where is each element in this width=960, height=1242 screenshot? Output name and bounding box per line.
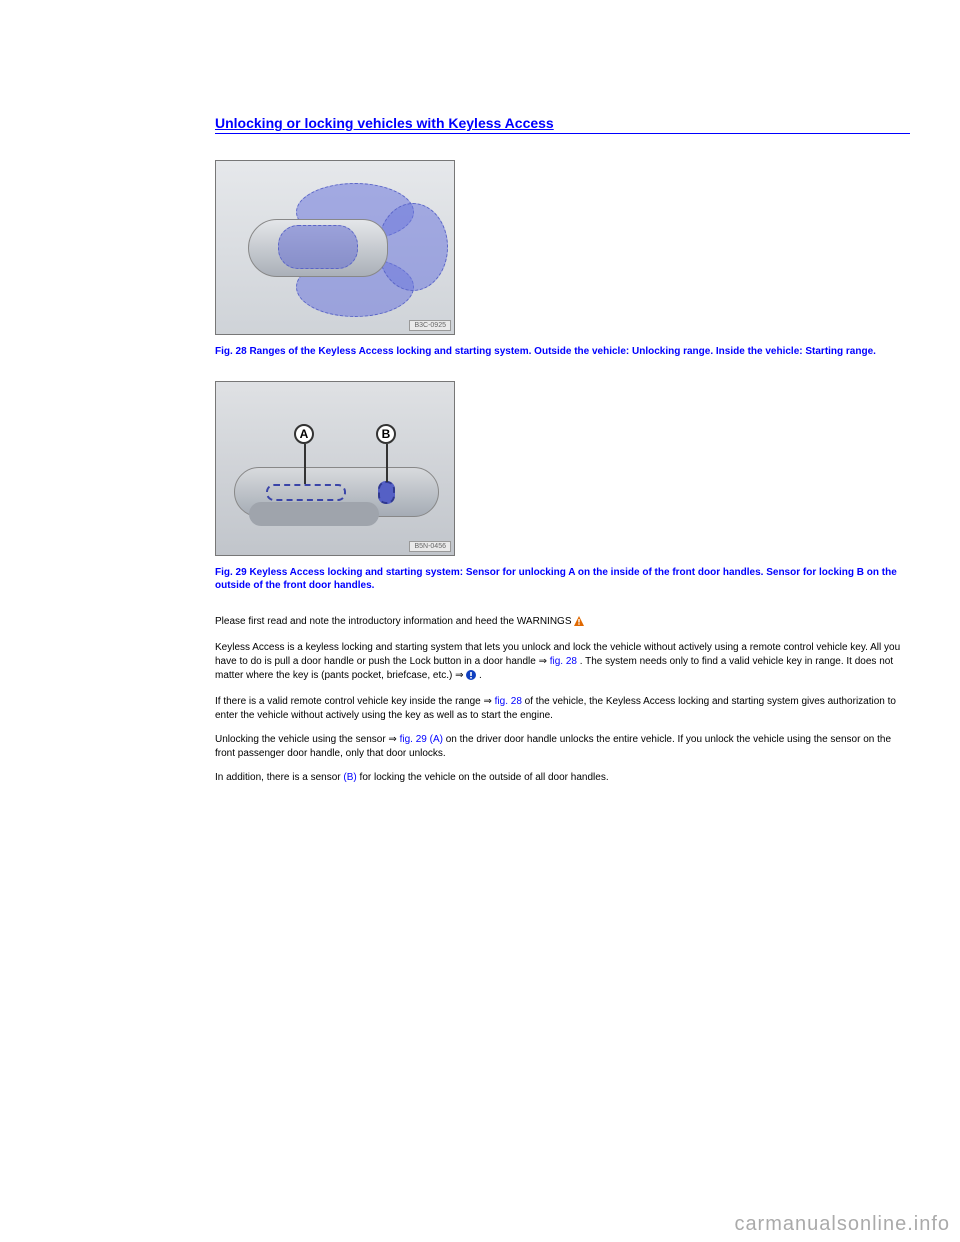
- intro-paragraph: Please first read and note the introduct…: [215, 615, 910, 631]
- manual-page: Unlocking or locking vehicles with Keyle…: [0, 0, 960, 835]
- locking-sensor-paragraph: In addition, there is a sensor (B) for l…: [215, 771, 910, 785]
- figure-28-code: B3C-0925: [409, 320, 451, 331]
- heading-rule: [215, 133, 910, 134]
- intro-text: Please first read and note the introduct…: [215, 616, 574, 627]
- figure-28-caption: Fig. 28 Ranges of the Keyless Access loc…: [215, 345, 910, 359]
- p2-text-c: .: [479, 670, 482, 681]
- p4-text-a: Unlocking the vehicle using the sensor ⇒: [215, 734, 400, 745]
- source-watermark: carmanualsonline.info: [734, 1213, 950, 1236]
- keyless-description-paragraph: Keyless Access is a keyless locking and …: [215, 641, 910, 685]
- figure-28-image: B3C-0925: [215, 160, 455, 335]
- fig-28-ref-1[interactable]: fig. 28: [550, 656, 577, 667]
- figure-29-code: B5N-0456: [409, 541, 451, 552]
- section-heading-link[interactable]: Unlocking or locking vehicles with Keyle…: [215, 115, 910, 131]
- fig-29-ref-b[interactable]: (B): [343, 772, 356, 783]
- fig-28-ref-2[interactable]: fig. 28: [495, 696, 522, 707]
- figure-29-label-a: A: [294, 424, 314, 444]
- unlocking-sensor-paragraph: Unlocking the vehicle using the sensor ⇒…: [215, 733, 910, 761]
- p5-text-a: In addition, there is a sensor: [215, 772, 343, 783]
- notice-icon: [466, 670, 476, 685]
- valid-key-paragraph: If there is a valid remote control vehic…: [215, 695, 910, 723]
- figure-29-label-b: B: [376, 424, 396, 444]
- fig-29-ref-a[interactable]: fig. 29 (A): [400, 734, 443, 745]
- warning-icon: [574, 616, 584, 631]
- figure-29-caption: Fig. 29 Keyless Access locking and start…: [215, 566, 910, 593]
- p5-text-b: for locking the vehicle on the outside o…: [360, 772, 609, 783]
- p3-text-a: If there is a valid remote control vehic…: [215, 696, 495, 707]
- figure-29-image: A B B5N-0456: [215, 381, 455, 556]
